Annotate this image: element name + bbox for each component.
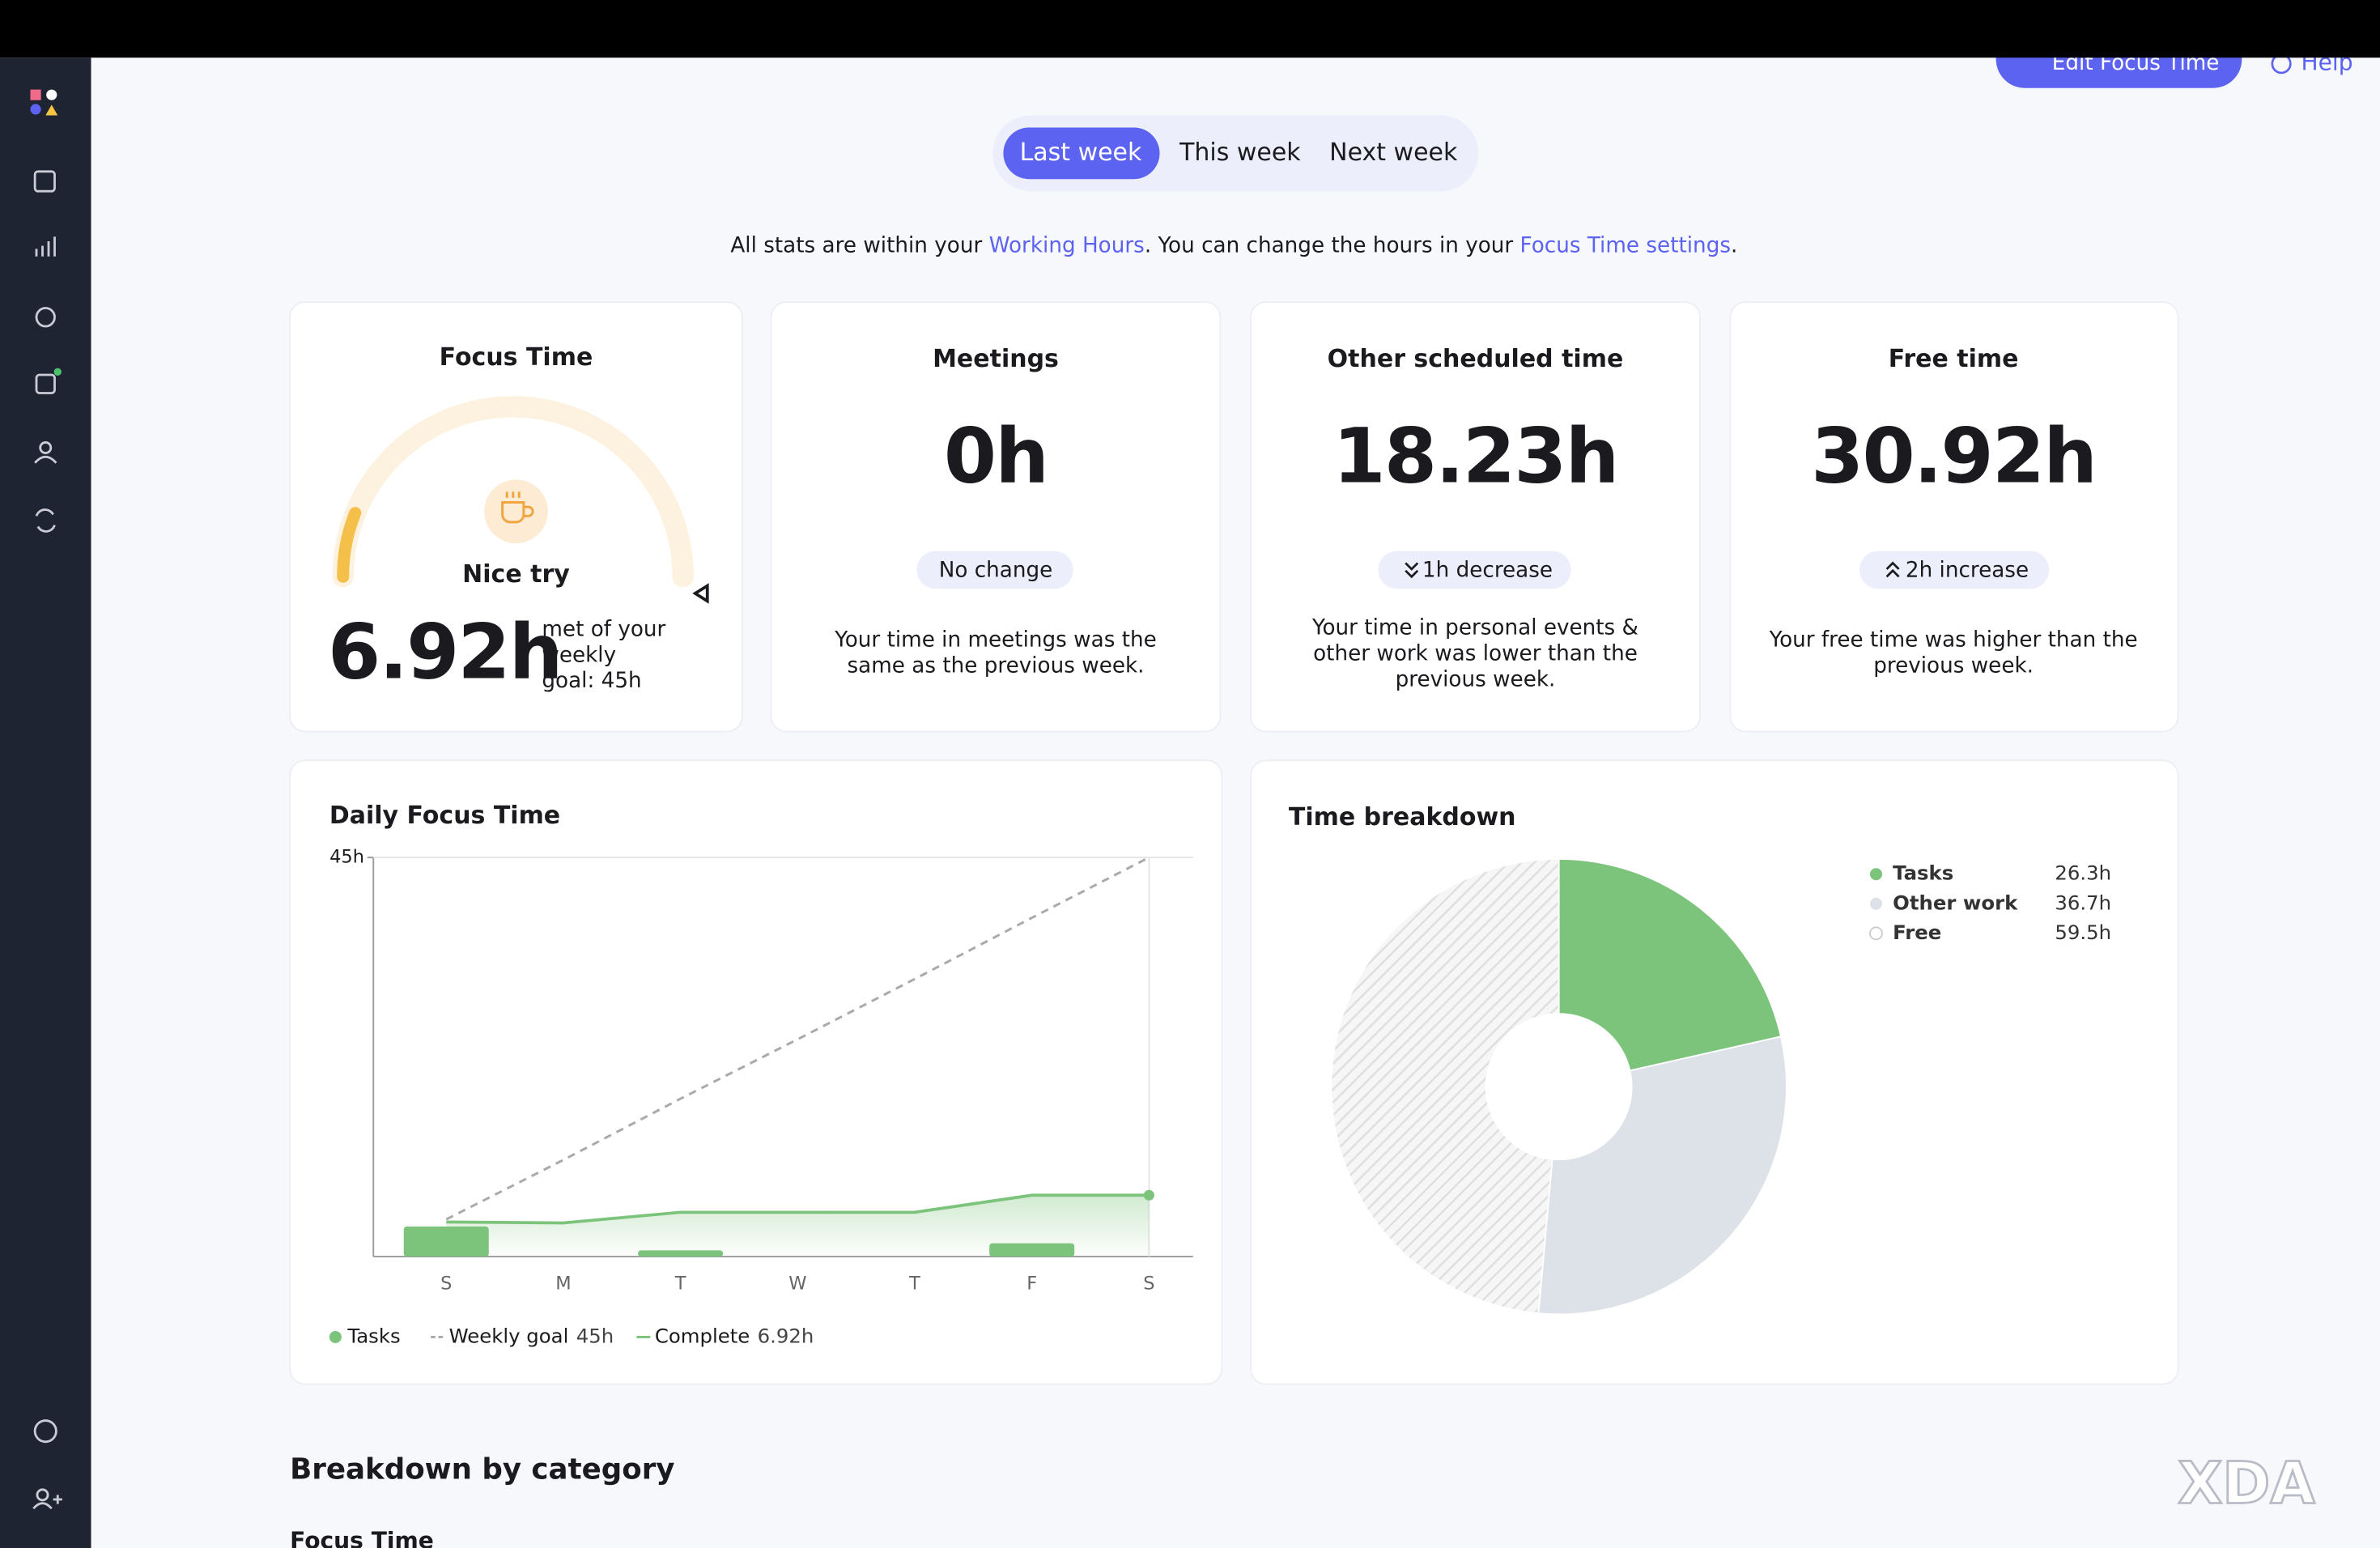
x-tick-label: W	[788, 1273, 806, 1294]
card-note: same as the previous week.	[847, 653, 1144, 678]
complete-line	[446, 1193, 1150, 1225]
card-note: goal: 45h	[542, 669, 641, 693]
card-note: weekly	[542, 643, 616, 667]
sidebar-icons	[30, 89, 62, 1510]
top-bar	[0, 0, 2380, 58]
card-note: met of your	[542, 617, 665, 641]
card-note: Your free time was higher than the	[1769, 628, 2138, 653]
logo[interactable]	[30, 89, 41, 100]
legend-swatch	[329, 1330, 342, 1343]
pie-slice	[1537, 1036, 1787, 1316]
legend-label: Free	[1893, 921, 1941, 944]
invite-icon[interactable]	[36, 1488, 49, 1502]
team-icon[interactable]	[39, 441, 53, 454]
pie-slice	[1558, 858, 1783, 1072]
badge: No change	[939, 558, 1053, 582]
legend-swatch	[1869, 926, 1883, 941]
badge-pill	[916, 551, 1073, 589]
card-title: Meetings	[933, 345, 1059, 373]
end-dot	[1143, 1189, 1154, 1201]
link[interactable]: Working Hours	[989, 233, 1145, 257]
coffee-glyph	[501, 491, 534, 524]
notice: All stats are within your Working Hours.…	[730, 233, 1737, 257]
sidebar	[0, 57, 91, 1548]
legend-label: Complete	[655, 1324, 750, 1347]
tab[interactable]: This week	[1179, 138, 1301, 167]
link[interactable]: Focus Time settings	[1520, 233, 1731, 257]
card-value: 6.92h	[328, 609, 562, 697]
card-note: previous week.	[1873, 653, 2034, 678]
card-note: previous week.	[1396, 667, 1556, 691]
x-tick-label: S	[1143, 1273, 1154, 1294]
x-tick-label: M	[555, 1273, 571, 1294]
legend-label: Weekly goal	[449, 1324, 569, 1347]
card-value: 0h	[944, 413, 1048, 501]
refresh-icon[interactable]	[35, 508, 56, 533]
legend-value: 59.5h	[2055, 921, 2111, 944]
area-fill	[446, 1195, 1150, 1257]
legend-value: 6.92h	[758, 1324, 814, 1347]
badge: 2h increase	[1906, 558, 2029, 582]
x-tick-label: T	[674, 1273, 686, 1294]
stats-icon[interactable]	[35, 236, 56, 257]
badge: Nice try	[462, 560, 570, 589]
card-note: Your time in personal events &	[1311, 616, 1638, 640]
badge-pill	[1859, 551, 2050, 589]
chart-title: Time breakdown	[1289, 803, 1516, 831]
tab[interactable]: Next week	[1329, 138, 1458, 167]
help-icon-sidebar[interactable]	[33, 1419, 57, 1444]
x-tick-label: F	[1026, 1273, 1037, 1294]
gauge-fill	[337, 507, 362, 583]
legend-label: Tasks	[346, 1324, 400, 1347]
badge: 1h decrease	[1422, 558, 1553, 582]
y-tick-label: 45h	[329, 847, 364, 868]
card	[770, 301, 1222, 733]
legend-value: 45h	[576, 1324, 614, 1347]
subsection-title: Focus Time	[290, 1528, 434, 1548]
card-title: Focus Time	[440, 343, 593, 372]
badge-pill	[1378, 551, 1571, 589]
notice-text: .	[1731, 233, 1737, 257]
goal-line	[445, 856, 1150, 1221]
section-title: Breakdown by category	[290, 1452, 674, 1486]
tab[interactable]: Last week	[1020, 138, 1142, 167]
card	[1250, 301, 1701, 733]
coffee-icon	[484, 479, 548, 544]
pie-slice	[1330, 858, 1560, 1315]
card-value: 18.23h	[1333, 413, 1618, 501]
gauge-track	[332, 396, 694, 588]
sync-icon[interactable]	[35, 307, 56, 328]
legend-swatch	[1870, 897, 1882, 910]
active-tab[interactable]	[1003, 127, 1160, 180]
notice-text: . You can change the hours in your	[1145, 233, 1520, 257]
legend-label: Tasks	[1893, 861, 1953, 885]
x-tick-label: T	[908, 1273, 920, 1294]
legend-value: 36.7h	[2055, 891, 2111, 914]
calendar-icon[interactable]	[33, 170, 56, 193]
focus-icon[interactable]	[35, 373, 56, 394]
card	[1729, 301, 2179, 733]
chart-card	[289, 759, 1223, 1385]
chart-title: Daily Focus Time	[329, 802, 560, 830]
notice-text: All stats are within your	[730, 233, 988, 257]
legend-swatch	[1870, 868, 1882, 881]
x-tick-label: S	[440, 1273, 452, 1294]
legend-value: 26.3h	[2055, 861, 2111, 885]
card-note: other work was lower than the	[1313, 641, 1638, 666]
card-note: Your time in meetings was the	[834, 628, 1157, 653]
card-value: 30.92h	[1811, 413, 2096, 501]
legend-label: Other work	[1893, 891, 2018, 914]
watermark: XDA	[2178, 1450, 2314, 1517]
card-title: Free time	[1889, 345, 2019, 373]
gauge-marker	[692, 583, 709, 604]
decrease-icon	[1405, 562, 1419, 579]
increase-icon	[1885, 561, 1900, 578]
card-title: Other scheduled time	[1328, 345, 1624, 373]
